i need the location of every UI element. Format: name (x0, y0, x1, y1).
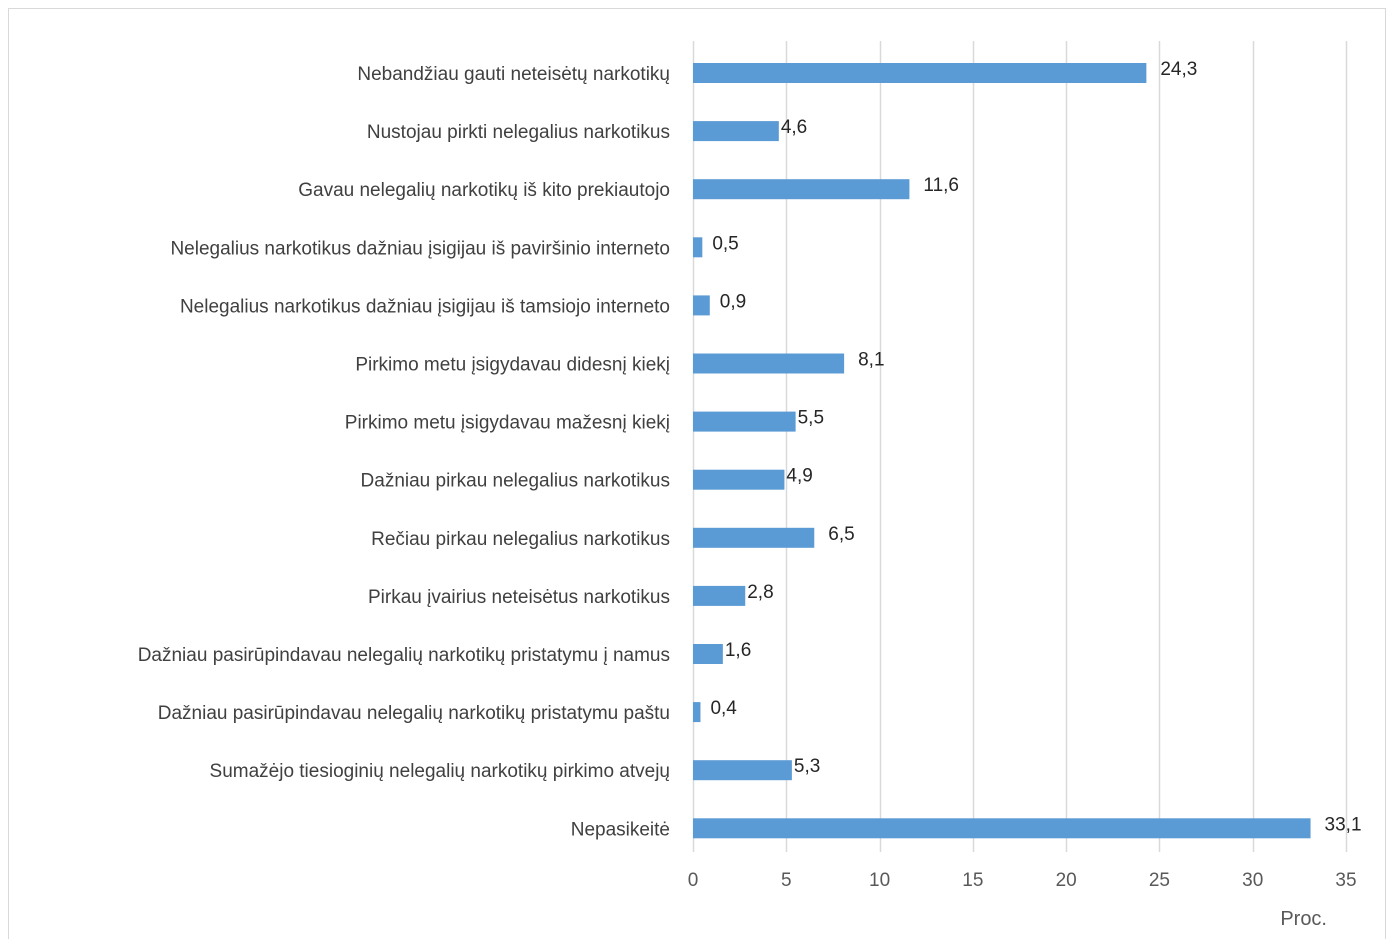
value-label: 4,6 (781, 117, 807, 138)
bar (693, 295, 710, 316)
category-label: Gavau nelegalių narkotikų iš kito prekia… (298, 180, 670, 201)
bar (693, 63, 1147, 83)
value-label: 0,5 (712, 233, 738, 254)
bar (693, 237, 703, 258)
x-tick-label: 0 (688, 870, 699, 891)
bar (693, 760, 792, 781)
category-label: Dažniau pasirūpindavau nelegalių narkoti… (138, 645, 670, 666)
value-labels: 24,3 4,6 11,6 0,5 0,9 8,1 5,5 4,9 6,5 2,8 1,6 0,4 5,… (710, 59, 1361, 835)
x-axis-title: Proc. (1280, 908, 1327, 930)
x-tick-label: 5 (781, 870, 792, 891)
bar (693, 585, 746, 606)
bar (693, 411, 796, 432)
bar (693, 527, 815, 548)
value-label: 1,6 (725, 640, 751, 661)
value-label: 0,4 (710, 698, 737, 719)
x-tick-label: 10 (869, 870, 890, 891)
bars (693, 63, 1311, 839)
category-labels: Nebandžiau gauti neteisėtų narkotikų Nust… (138, 64, 670, 840)
category-label: Pirkau įvairius neteisėtus narkotikus (368, 587, 670, 608)
gridlines (692, 41, 1348, 852)
category-label: Nelegalius narkotikus dažniau įsigijau i… (180, 296, 670, 317)
value-label: 33,1 (1325, 814, 1362, 835)
bar (693, 353, 845, 374)
category-label: Pirkimo metu įsigydavau didesnį kiekį (355, 355, 670, 376)
bar (693, 121, 779, 142)
category-label: Nelegalius narkotikus dažniau įsigijau i… (170, 238, 670, 259)
x-tick-labels: 0 5 10 15 20 25 30 35 (688, 870, 1357, 891)
category-label: Pirkimo metu įsigydavau mažesnį kiekį (345, 413, 670, 434)
value-label: 6,5 (828, 524, 854, 545)
x-tick-label: 15 (962, 870, 983, 891)
value-label: 0,9 (720, 291, 746, 312)
value-label: 24,3 (1160, 59, 1197, 80)
x-tick-label: 20 (1056, 870, 1077, 891)
value-label: 8,1 (858, 350, 884, 371)
value-label: 5,5 (798, 408, 824, 429)
category-label: Nepasikeitė (571, 819, 670, 840)
x-tick-label: 25 (1149, 870, 1170, 891)
category-label: Sumažėjo tiesioginių nelegalių narkotikų… (210, 761, 670, 782)
category-label: Dažniau pasirūpindavau nelegalių narkoti… (158, 703, 670, 724)
category-label: Nustojau pirkti nelegalius narkotikus (367, 122, 670, 143)
chart-frame: Nebandžiau gauti neteisėtų narkotikų Nust… (8, 8, 1386, 939)
bar (693, 818, 1311, 839)
value-label: 5,3 (794, 756, 820, 777)
x-tick-label: 30 (1242, 870, 1263, 891)
bar (693, 644, 723, 664)
bar (693, 702, 701, 723)
value-label: 2,8 (747, 582, 773, 603)
category-label: Nebandžiau gauti neteisėtų narkotikų (357, 64, 670, 85)
x-tick-label: 35 (1335, 870, 1356, 891)
bar-chart: Nebandžiau gauti neteisėtų narkotikų Nust… (138, 41, 1362, 930)
category-label: Dažniau pirkau nelegalius narkotikus (361, 471, 670, 492)
bar (693, 469, 785, 490)
value-label: 11,6 (923, 175, 959, 196)
bar (693, 179, 910, 200)
value-label: 4,9 (786, 466, 812, 487)
category-label: Rečiau pirkau nelegalius narkotikus (371, 529, 670, 550)
